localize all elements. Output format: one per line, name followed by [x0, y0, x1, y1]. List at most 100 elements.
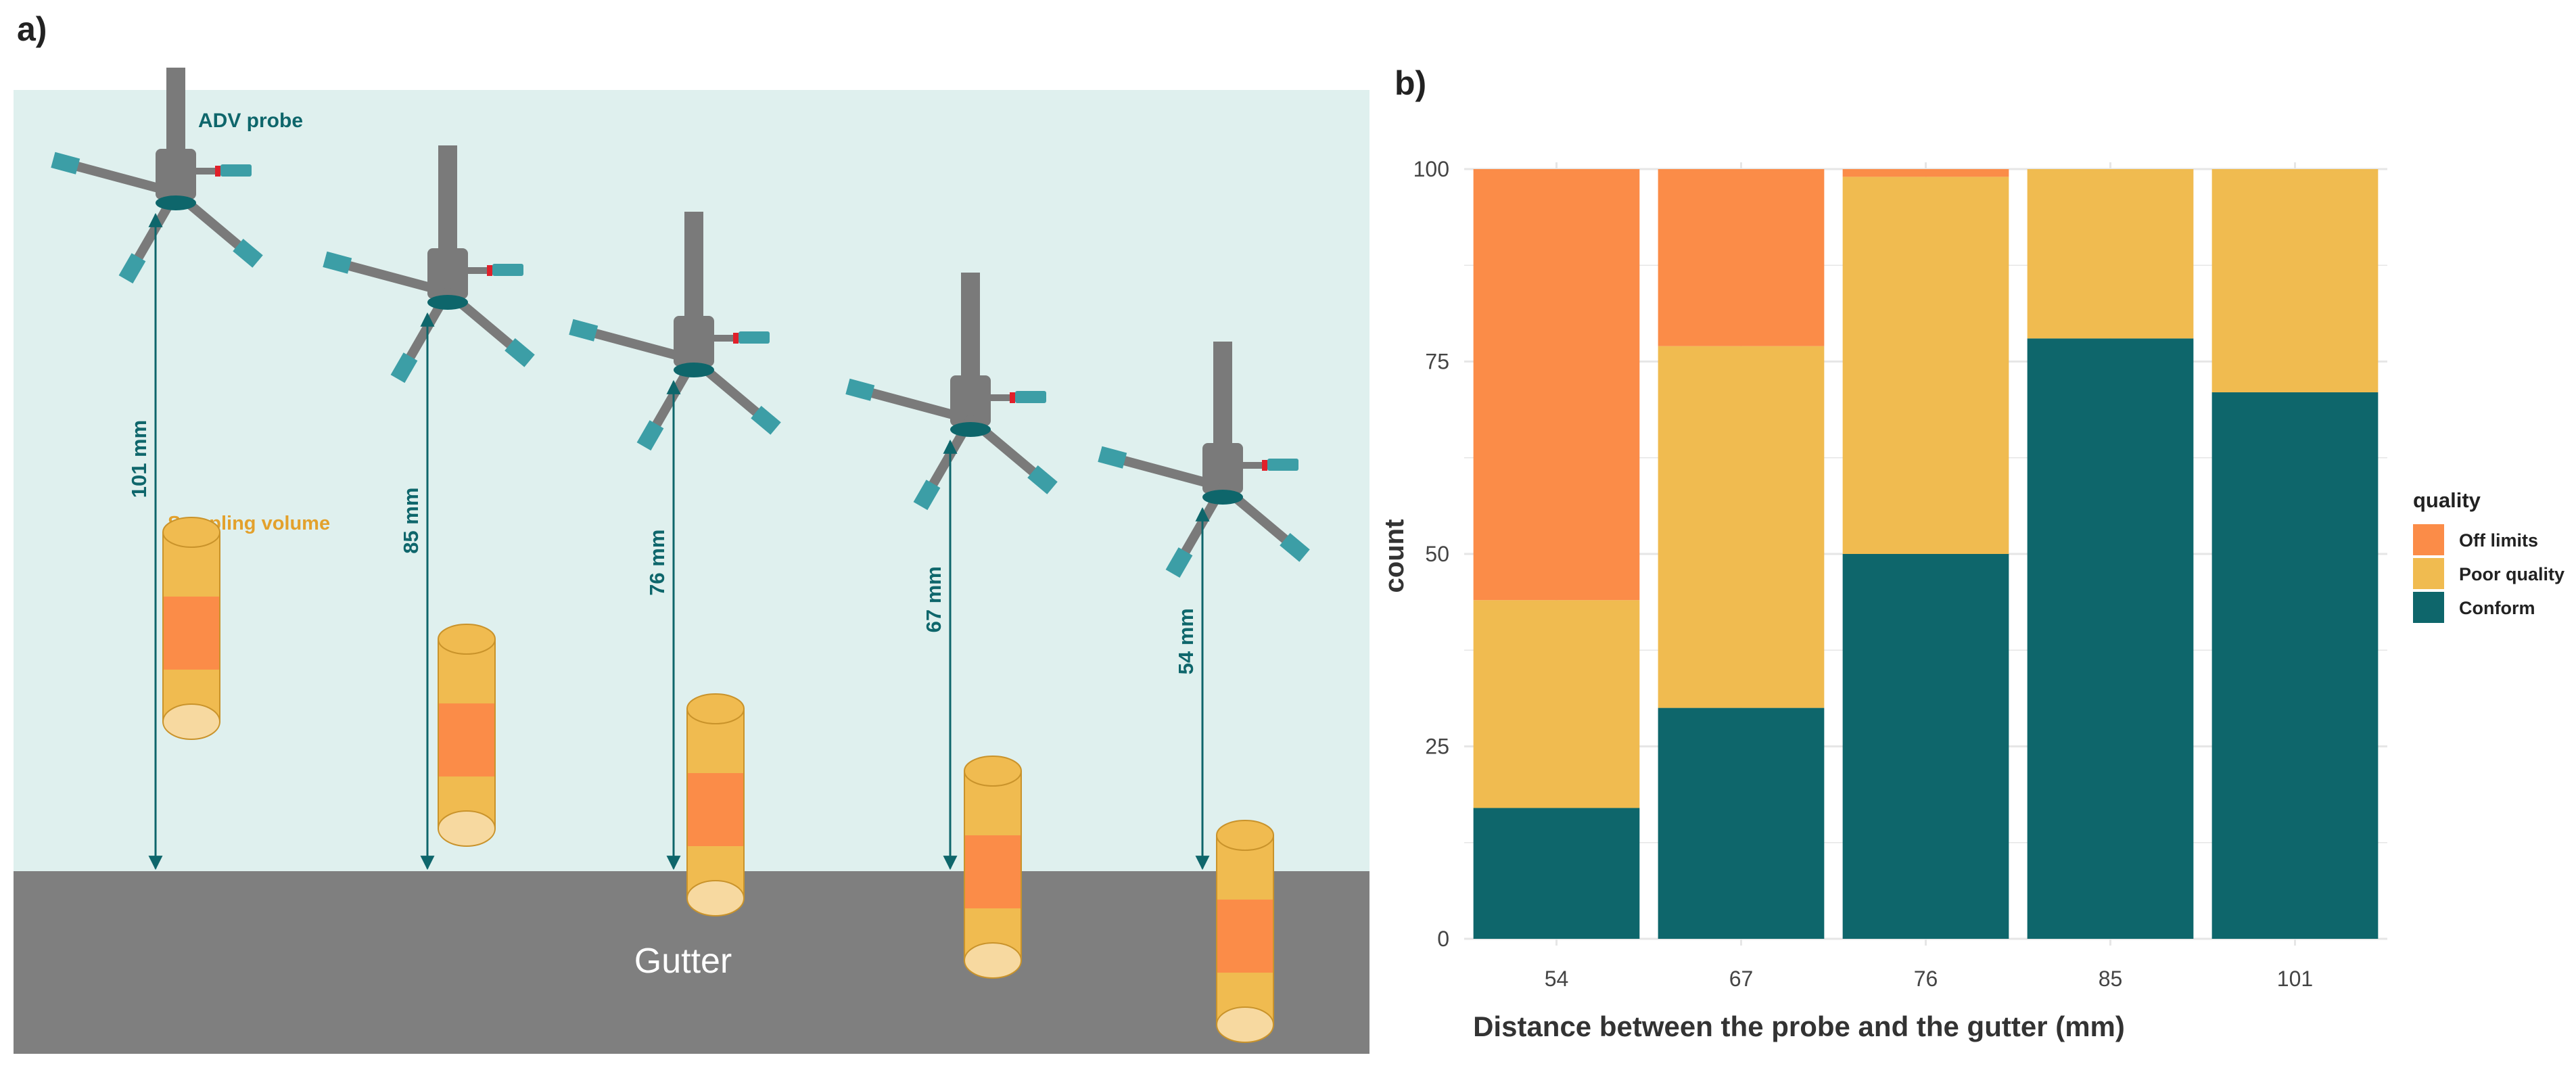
bar-segment	[2027, 169, 2194, 339]
cylinder-bottom	[964, 942, 1022, 979]
sensor-head	[51, 152, 80, 175]
x-tick-label: 76	[1914, 967, 1938, 991]
probe-arm	[73, 162, 181, 198]
probe-connector	[463, 267, 491, 274]
cylinder-top	[162, 517, 220, 548]
legend-label: Poor quality	[2459, 564, 2565, 584]
bar-segment	[1658, 707, 1825, 939]
adv-probe: 67 mm	[845, 273, 1058, 979]
legend-label: Off limits	[2459, 530, 2538, 551]
bar-segment	[1842, 177, 2009, 554]
x-tick-label: 101	[2277, 967, 2313, 991]
sampling-volume	[686, 693, 745, 916]
distance-label: 76 mm	[645, 530, 669, 596]
probe-arm	[868, 388, 975, 424]
legend-swatch	[2413, 592, 2444, 623]
sensor-head	[390, 352, 418, 384]
sensor-head	[569, 319, 599, 342]
bar-segment	[1473, 169, 1640, 601]
cylinder-band	[1217, 900, 1273, 973]
legend-title: quality	[2413, 488, 2481, 512]
y-tick-label: 100	[1413, 157, 1449, 181]
probe-tip	[1202, 490, 1243, 505]
chart-bars	[1473, 169, 2379, 939]
sensor-head	[233, 238, 263, 268]
sensor-head	[636, 420, 664, 451]
probe-tip	[950, 422, 991, 437]
legend: quality Off limits Poor quality Conform	[2413, 488, 2565, 623]
sampling-volume	[438, 624, 496, 847]
sensor-head	[118, 253, 146, 284]
probe-tip	[674, 363, 714, 377]
sensor-head	[1027, 465, 1058, 494]
bar-segment	[1658, 346, 1825, 708]
sampling-volume	[964, 756, 1022, 979]
x-axis-ticks: 54 67 76 85 101	[1545, 967, 2313, 991]
probe-tip	[427, 295, 468, 310]
probe-marker	[733, 333, 739, 344]
probe-connector	[1238, 462, 1266, 469]
cylinder-top	[1216, 820, 1274, 851]
sensor-head	[492, 264, 523, 276]
probe-connector	[709, 335, 737, 342]
distance-label: 101 mm	[127, 420, 151, 498]
probe-stem	[166, 68, 185, 159]
probe-stem	[1213, 342, 1232, 453]
probe-stem	[961, 273, 980, 386]
sensor-head	[913, 480, 941, 511]
cylinder-band	[688, 773, 743, 846]
bar-segment	[2211, 169, 2379, 393]
sensor-head	[1098, 446, 1127, 469]
cylinder-top	[686, 693, 745, 724]
bar-segment	[1473, 808, 1640, 939]
probe-marker	[215, 166, 220, 177]
probe-label: ADV probe	[198, 110, 303, 132]
cylinder-bottom	[438, 810, 496, 847]
cylinder-top	[438, 624, 496, 655]
sensor-head	[845, 378, 875, 401]
sensor-head	[1267, 459, 1298, 471]
y-tick-label: 25	[1425, 735, 1449, 759]
bar-segment	[1473, 600, 1640, 808]
probe-tip	[156, 195, 196, 210]
probe-connector	[191, 168, 219, 175]
probe-group: 101 mm 85 mm 76 mm 67 mm 54 mm	[51, 68, 1310, 1043]
sensor-head	[323, 251, 352, 274]
x-tick-label: 85	[2099, 967, 2123, 991]
y-axis-ticks: 0 25 50 75 100	[1413, 157, 1449, 951]
sensor-head	[1015, 391, 1046, 403]
sensor-head	[739, 331, 770, 344]
x-axis-label: Distance between the probe and the gutte…	[1473, 1011, 2125, 1042]
sensor-head	[1165, 547, 1193, 578]
y-tick-label: 50	[1425, 542, 1449, 566]
y-axis-label: count	[1380, 519, 1409, 593]
probe-arm	[591, 329, 699, 365]
bar-segment	[2027, 338, 2194, 939]
panel-b-label: b)	[1395, 64, 1426, 102]
adv-probe: 101 mm	[51, 68, 263, 870]
cylinder-bottom	[686, 880, 745, 916]
cylinder-band	[439, 703, 494, 776]
sensor-head	[751, 405, 781, 435]
legend-swatch	[2413, 558, 2444, 589]
bar-segment	[1842, 554, 2009, 939]
x-tick-label: 67	[1729, 967, 1754, 991]
y-tick-label: 75	[1425, 350, 1449, 374]
probe-stem	[438, 145, 457, 258]
bar-segment	[1658, 169, 1825, 346]
sampling-volume	[162, 517, 220, 740]
cylinder-band	[164, 597, 219, 670]
adv-probe: 85 mm	[323, 145, 535, 870]
panel-a-label: a)	[17, 10, 47, 48]
distance-label: 67 mm	[922, 566, 945, 632]
legend-swatch	[2413, 524, 2444, 555]
cylinder-band	[965, 835, 1021, 908]
distance-label: 54 mm	[1174, 608, 1198, 674]
probe-arm	[345, 261, 452, 297]
x-tick-label: 54	[1545, 967, 1569, 991]
panel-b-chart: b) 0 25 50 75 100 54 67 76 85 101 count Distance…	[1380, 64, 2565, 1042]
panel-a-diagram: a) Gutter ADV probe Sampling volume 101 …	[14, 10, 1369, 1054]
distance-label: 85 mm	[399, 488, 423, 554]
